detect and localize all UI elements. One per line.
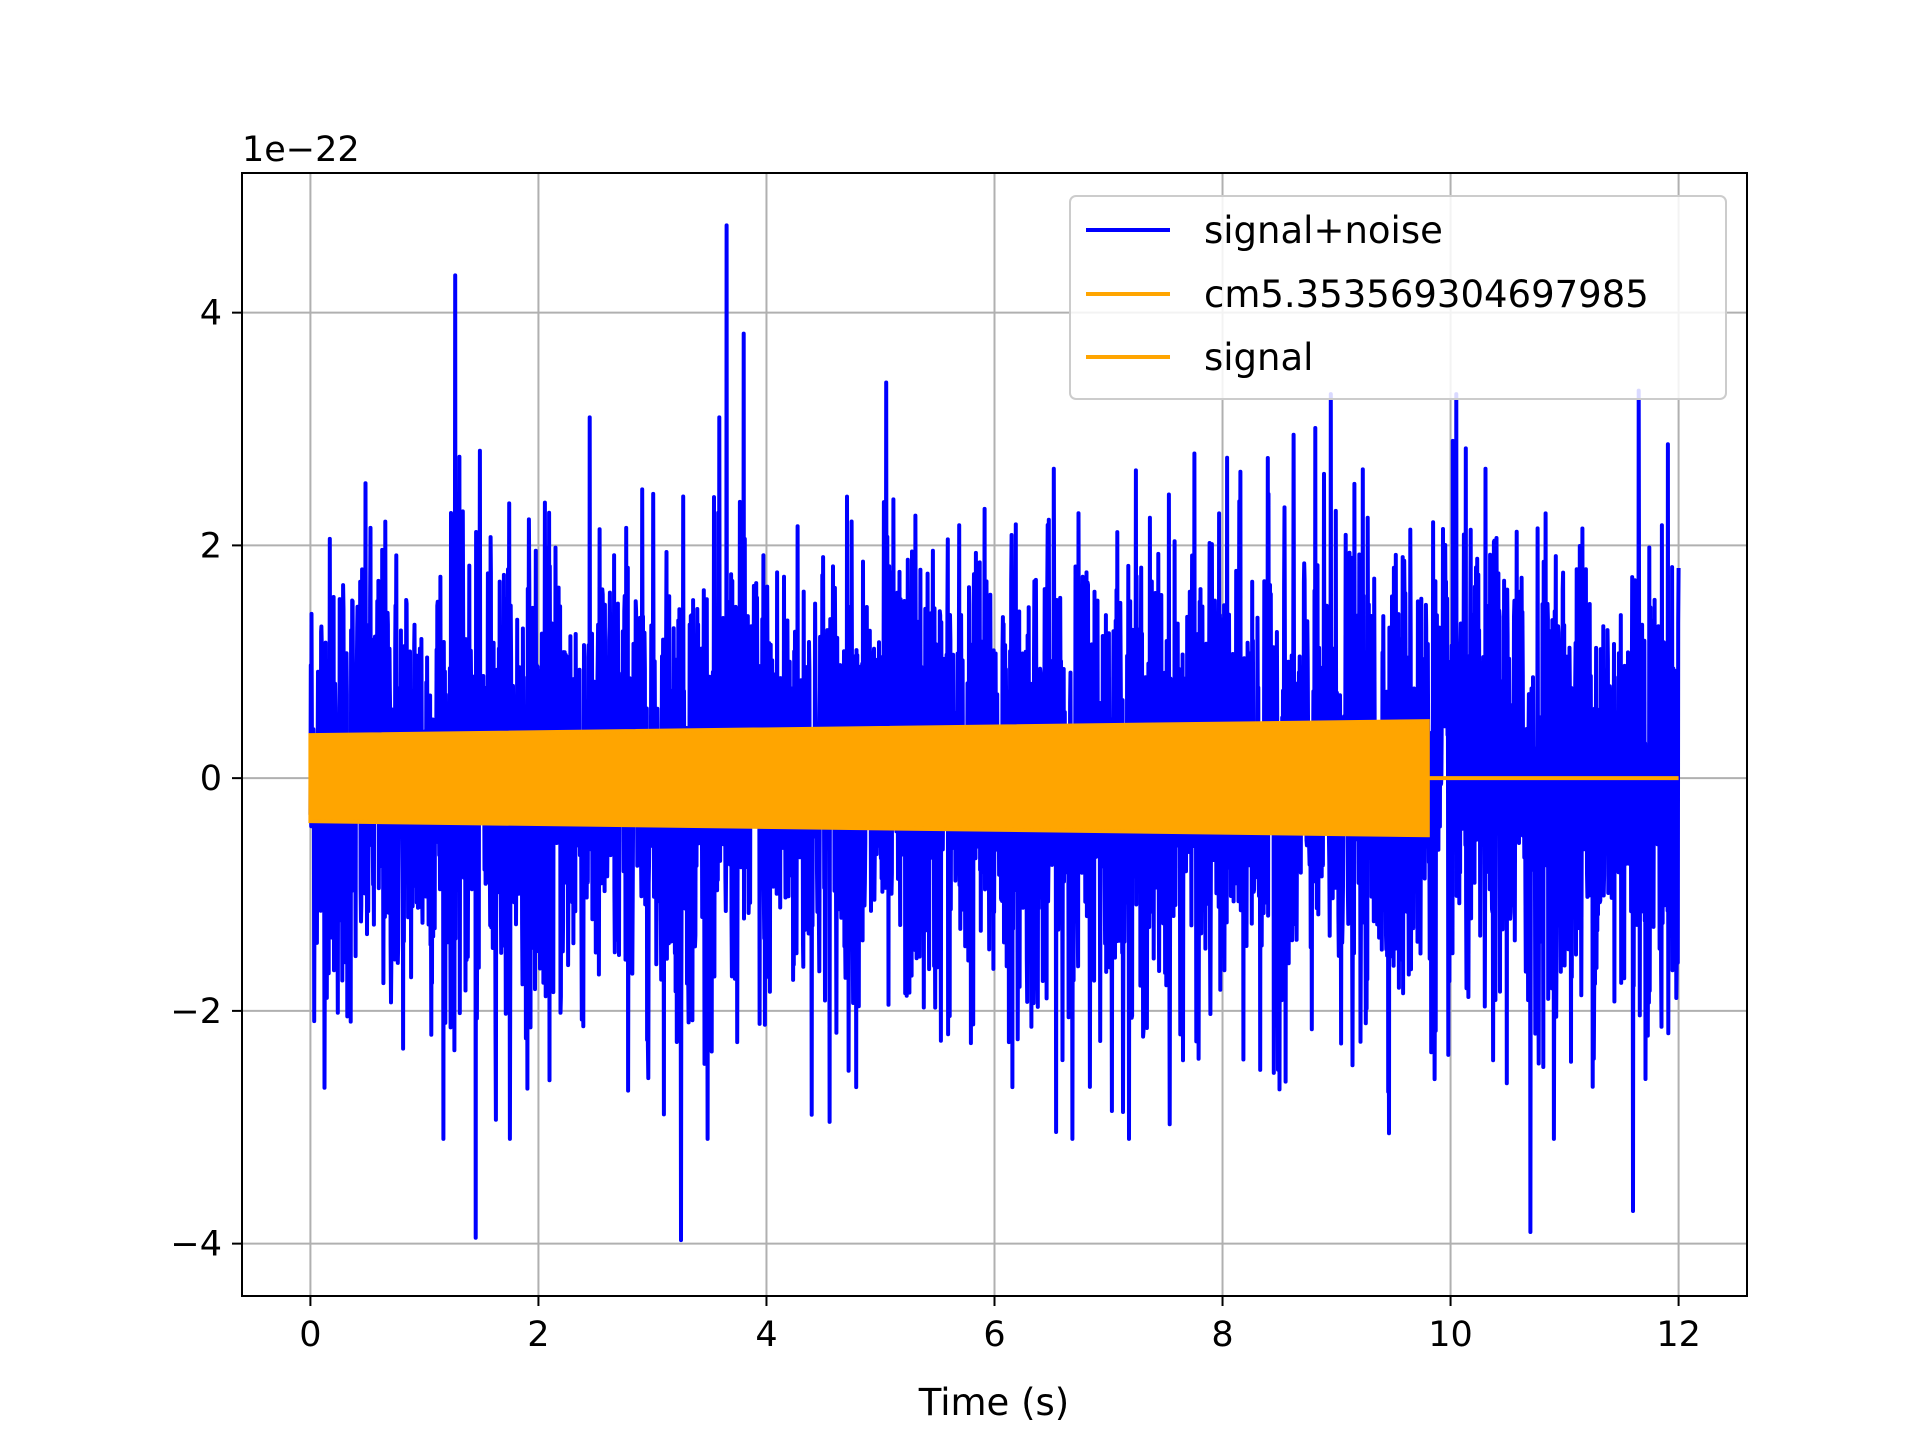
plot-area bbox=[308, 223, 1681, 1243]
x-tick-label: 10 bbox=[1428, 1315, 1473, 1355]
x-tick-label: 0 bbox=[299, 1315, 321, 1355]
y-axis-ticks: −4 −2 0 2 4 bbox=[170, 294, 242, 1265]
legend-box bbox=[1069, 195, 1727, 400]
series-signal-band bbox=[308, 719, 1430, 838]
x-tick-label: 12 bbox=[1656, 1315, 1701, 1355]
x-tick-label: 6 bbox=[983, 1315, 1005, 1355]
legend-label-cm: cm5.353569304697985 bbox=[1204, 273, 1649, 316]
legend: signal+noise cm5.353569304697985 signal bbox=[1069, 195, 1727, 400]
y-offset-label: 1e−22 bbox=[242, 130, 360, 170]
x-axis-ticks: 0 2 4 6 8 10 12 bbox=[299, 1296, 1701, 1355]
x-tick-label: 4 bbox=[755, 1315, 777, 1355]
y-tick-label: 2 bbox=[200, 526, 222, 566]
x-tick-label: 2 bbox=[527, 1315, 549, 1355]
legend-label-signal-noise: signal+noise bbox=[1204, 209, 1443, 252]
x-tick-label: 8 bbox=[1211, 1315, 1233, 1355]
y-tick-label: 0 bbox=[200, 759, 222, 799]
x-axis-label: Time (s) bbox=[918, 1381, 1069, 1424]
y-tick-label: −4 bbox=[170, 1225, 222, 1265]
y-tick-label: −2 bbox=[170, 992, 222, 1032]
legend-label-signal: signal bbox=[1204, 336, 1313, 379]
y-tick-label: 4 bbox=[200, 294, 222, 334]
